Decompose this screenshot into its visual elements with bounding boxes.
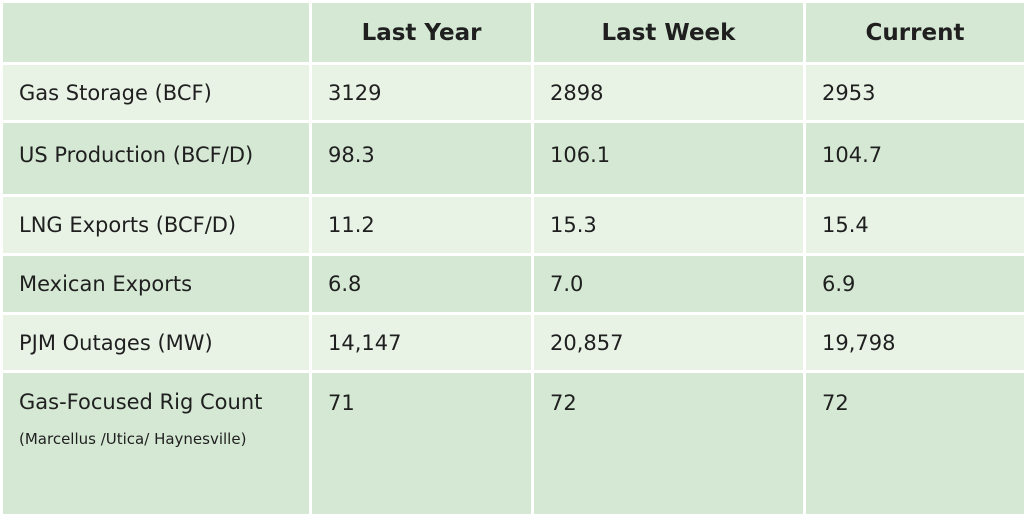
header-last-year: Last Year xyxy=(309,0,534,65)
last-year-value: 14,147 xyxy=(309,312,534,373)
last-year-value: 98.3 xyxy=(309,120,534,197)
current-value: 72 xyxy=(803,370,1024,517)
table-row: PJM Outages (MW) 14,147 20,857 19,798 xyxy=(0,312,1024,373)
table-row: Gas-Focused Rig Count (Marcellus /Utica/… xyxy=(0,370,1024,517)
row-label: LNG Exports (BCF/D) xyxy=(0,194,312,256)
last-year-value: 3129 xyxy=(309,62,534,123)
header-corner-cell xyxy=(0,0,312,65)
table-row: LNG Exports (BCF/D) 11.2 15.3 15.4 xyxy=(0,194,1024,256)
last-year-value: 71 xyxy=(309,370,534,517)
last-year-value: 6.8 xyxy=(309,253,534,315)
last-week-value: 7.0 xyxy=(531,253,806,315)
last-week-value: 2898 xyxy=(531,62,806,123)
row-sublabel: (Marcellus /Utica/ Haynesville) xyxy=(19,430,247,448)
header-current: Current xyxy=(803,0,1024,65)
current-value: 104.7 xyxy=(803,120,1024,197)
last-week-value: 15.3 xyxy=(531,194,806,256)
row-label: US Production (BCF/D) xyxy=(0,120,312,197)
header-row: Last Year Last Week Current xyxy=(0,0,1024,65)
current-value: 19,798 xyxy=(803,312,1024,373)
row-label: Mexican Exports xyxy=(0,253,312,315)
row-label: Gas Storage (BCF) xyxy=(0,62,312,123)
row-label: Gas-Focused Rig Count xyxy=(19,390,263,414)
table-row: Gas Storage (BCF) 3129 2898 2953 xyxy=(0,62,1024,123)
last-week-value: 72 xyxy=(531,370,806,517)
current-value: 15.4 xyxy=(803,194,1024,256)
last-year-value: 11.2 xyxy=(309,194,534,256)
last-week-value: 106.1 xyxy=(531,120,806,197)
table-row: US Production (BCF/D) 98.3 106.1 104.7 xyxy=(0,120,1024,197)
row-label-cell: Gas-Focused Rig Count (Marcellus /Utica/… xyxy=(0,370,312,517)
current-value: 6.9 xyxy=(803,253,1024,315)
current-value: 2953 xyxy=(803,62,1024,123)
last-week-value: 20,857 xyxy=(531,312,806,373)
row-label: PJM Outages (MW) xyxy=(0,312,312,373)
table-row: Mexican Exports 6.8 7.0 6.9 xyxy=(0,253,1024,315)
header-last-week: Last Week xyxy=(531,0,806,65)
